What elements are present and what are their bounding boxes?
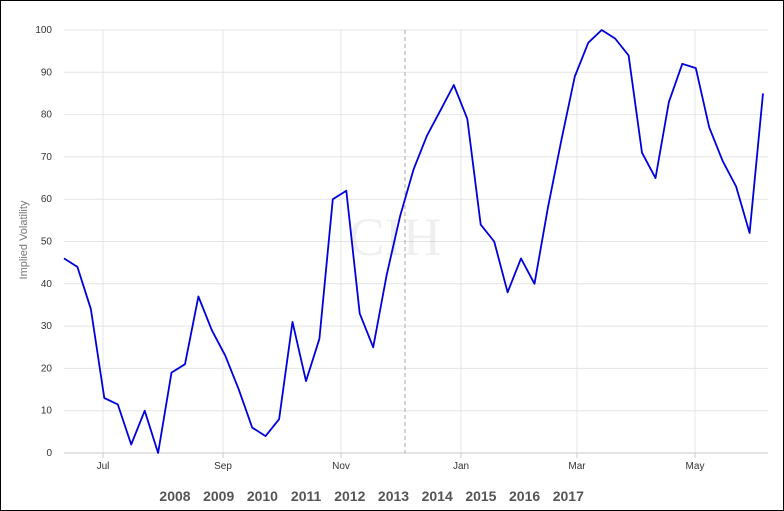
year-label: 2013 [378,488,409,504]
year-label: 2014 [422,488,453,504]
x-tick-label: Mar [568,461,586,472]
y-tick-label: 40 [41,279,53,290]
y-tick-label: 50 [41,237,53,248]
year-label: 2008 [159,488,190,504]
year-label: 2016 [509,488,540,504]
x-tick-label: May [686,461,705,472]
x-tick-label: Jan [453,461,469,472]
y-axis-label: Implied Volatility [18,200,30,279]
y-tick-label: 0 [46,448,52,459]
y-tick-label: 70 [41,152,53,163]
y-tick-label: 30 [41,321,53,332]
y-tick-label: 100 [35,25,52,36]
x-axis-ticks: Jul Sep Nov Jan Mar May [97,453,705,472]
year-label: 2017 [553,488,584,504]
y-tick-label: 10 [41,406,53,417]
year-label: 2009 [203,488,234,504]
year-label: 2011 [291,488,322,504]
year-label: 2010 [247,488,278,504]
y-tick-label: 90 [41,67,53,78]
gridlines [64,29,768,454]
year-label: 2015 [465,488,496,504]
y-axis-ticks: 0 10 20 30 40 50 60 70 80 90 100 [35,25,52,459]
y-tick-label: 20 [41,363,53,374]
x-tick-label: Jul [97,461,110,472]
year-label: 2012 [334,488,365,504]
series-line [63,29,764,454]
x-tick-label: Nov [332,461,350,472]
y-tick-label: 80 [41,110,53,121]
year-labels: 2008 2009 2010 2011 2012 2013 2014 2015 2016 2017 [159,488,584,504]
y-tick-label: 60 [41,194,53,205]
x-tick-label: Sep [214,461,232,472]
